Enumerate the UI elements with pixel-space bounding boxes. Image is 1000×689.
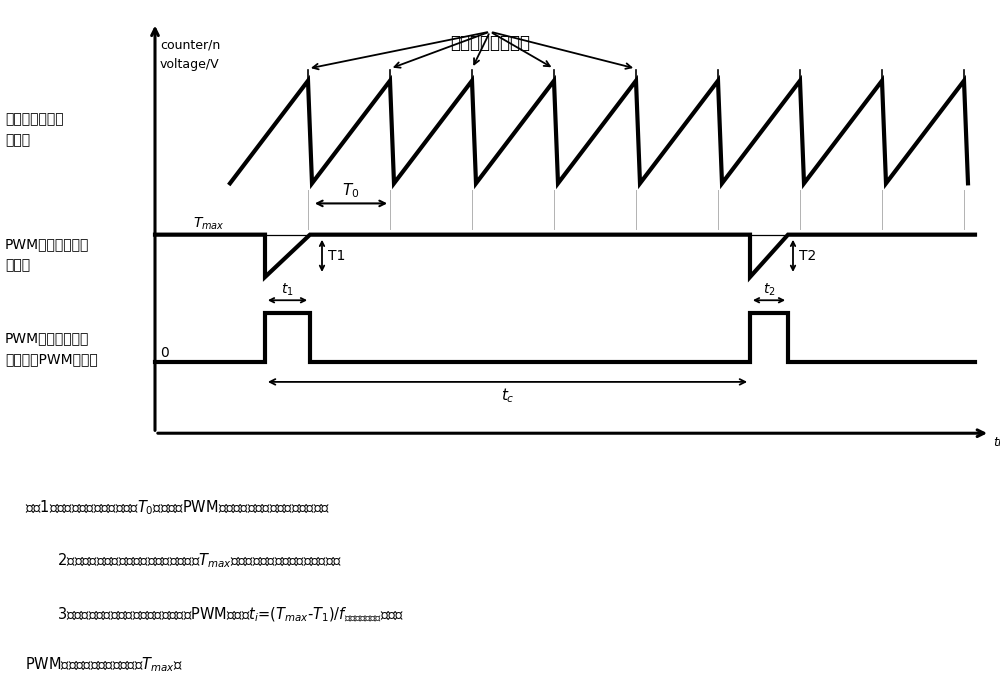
Text: 注：1、循环计数定时器计数周期$T_0$必须小于PWM波低电平长度最大值的二分之一；: 注：1、循环计数定时器计数周期$T_0$必须小于PWM波低电平长度最大值的二分之…	[25, 498, 330, 517]
Text: $T_0$: $T_0$	[342, 181, 360, 200]
Text: counter/n: counter/n	[160, 39, 220, 51]
Text: time/s: time/s	[993, 435, 1000, 449]
Text: 0: 0	[160, 346, 169, 360]
Text: PWM波采集定时器
计数值: PWM波采集定时器 计数值	[5, 238, 89, 272]
Text: $t_c$: $t_c$	[501, 387, 514, 405]
Text: $t_1$: $t_1$	[281, 281, 294, 298]
Text: 循环计数定时器
计数值: 循环计数定时器 计数值	[5, 112, 64, 147]
Text: 计数结束触发中断: 计数结束触发中断	[450, 34, 530, 52]
Text: voltage/V: voltage/V	[160, 59, 220, 72]
Text: $T_{max}$: $T_{max}$	[193, 216, 225, 232]
Text: PWM波采集定时器的计数值为$T_{max}$。: PWM波采集定时器的计数值为$T_{max}$。	[25, 656, 182, 675]
Text: 3、在判断到高电平结束的中断内，读取PWM波脉宽$t_i$=($T_{max}$-$T_1$)/$f_{定时器时钟频率}$，重载: 3、在判断到高电平结束的中断内，读取PWM波脉宽$t_i$=($T_{max}$…	[25, 605, 404, 624]
Text: $t_2$: $t_2$	[763, 281, 775, 298]
Text: T1: T1	[328, 249, 345, 263]
Text: PWM波采集定时器
输入端的PWM波信号: PWM波采集定时器 输入端的PWM波信号	[5, 331, 98, 366]
Text: 2、在连续两个中断内读取到相同且不等于$T_{max}$的计数值，则认为高电平已结束；: 2、在连续两个中断内读取到相同且不等于$T_{max}$的计数值，则认为高电平已…	[25, 551, 342, 570]
Text: T2: T2	[799, 249, 816, 263]
